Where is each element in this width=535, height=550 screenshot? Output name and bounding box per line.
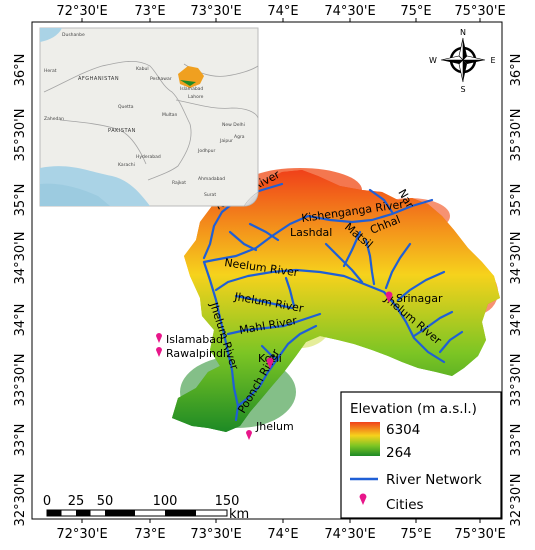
label-rawalpindi: Rawalpindi — [166, 347, 226, 360]
river-kunhar — [202, 182, 284, 260]
marker-islamabad — [156, 333, 162, 343]
bottom-label: 73°E — [134, 527, 165, 542]
inset-city: Ahmadabad — [198, 176, 225, 182]
inset-city: Surat — [204, 192, 216, 198]
bottom-axis-labels: 72°30'E 73°E 73°30'E 74°E 74°30'E 75°E 7… — [56, 527, 505, 542]
bottom-label: 75°30'E — [454, 527, 505, 542]
compass-n: N — [460, 28, 466, 37]
bottom-label: 74°E — [267, 527, 298, 542]
compass-w: W — [429, 56, 437, 65]
inset-city: Multan — [162, 112, 178, 118]
river-mahl — [226, 312, 322, 336]
right-label: 32°30'N — [509, 474, 524, 527]
legend-elevation-ramp — [350, 422, 380, 456]
river-poonch — [236, 324, 318, 408]
legend-cities-label: Cities — [386, 497, 424, 513]
left-label: 35°30'N — [13, 109, 28, 162]
legend-river-label: River Network — [386, 472, 482, 488]
compass-rose: N S E W — [429, 28, 495, 94]
legend-city-symbol — [359, 493, 367, 505]
left-label: 33°30'N — [13, 354, 28, 407]
label-jhelum: Jhelum — [255, 420, 294, 433]
inset-city: Karachi — [118, 162, 135, 168]
top-label: 73°E — [134, 4, 165, 19]
scale-tick: 50 — [97, 494, 114, 509]
right-axis-labels: 36°N 35°30'N 35°N 34°30'N 34°N 33°30'N 3… — [509, 54, 524, 527]
label-islamabad: Islamabad — [166, 333, 223, 346]
inset-map: AFGHANISTAN PAKISTAN Kabul Peshawar Laho… — [39, 27, 259, 207]
inset-country: PAKISTAN — [108, 128, 136, 134]
city-labels: Islamabad Rawalpindi Jhelum — [166, 333, 294, 433]
inset-city: Zahedan — [44, 116, 64, 122]
scale-bar: 0 25 50 100 150 km — [43, 494, 249, 522]
left-label: 34°N — [13, 304, 28, 337]
river-kishenganga — [202, 198, 434, 264]
bottom-label: 74°30'E — [324, 527, 375, 542]
inset-page-curl — [243, 191, 259, 207]
scale-tick: 100 — [153, 494, 178, 509]
scale-unit: km — [229, 507, 249, 522]
label-srinagar: Srinagar — [396, 292, 443, 305]
bottom-label: 72°30'E — [56, 527, 107, 542]
legend-elev-max: 6304 — [386, 422, 420, 438]
bottom-label: 73°30'E — [190, 527, 241, 542]
bottom-label: 75°E — [400, 527, 431, 542]
right-label: 35°30'N — [509, 109, 524, 162]
top-label: 74°30'E — [324, 4, 375, 19]
scale-tick: 0 — [43, 494, 51, 509]
inset-city: New Delhi — [222, 122, 245, 128]
inset-city: Rajkot — [172, 180, 186, 186]
frame-ticks — [81, 18, 481, 523]
inset-city: Islamabad — [180, 86, 203, 92]
scale-tick: 25 — [68, 494, 85, 509]
river-network — [202, 182, 464, 422]
catchment-elevation — [172, 168, 500, 432]
legend: Elevation (m a.s.l.) 6304 264 River Netw… — [340, 391, 502, 519]
city-markers — [156, 291, 393, 440]
legend-title: Elevation (m a.s.l.) — [350, 401, 477, 417]
left-label: 36°N — [13, 54, 28, 87]
top-label: 73°30'E — [190, 4, 241, 19]
label-lashdal: Lashdal — [290, 226, 332, 239]
marker-srinagar — [385, 291, 393, 303]
left-axis-labels: 36°N 35°30'N 35°N 34°30'N 34°N 33°30'N 3… — [13, 54, 28, 527]
top-label: 75°E — [400, 4, 431, 19]
right-label: 34°30'N — [509, 232, 524, 285]
right-label: 36°N — [509, 54, 524, 87]
left-label: 32°30'N — [13, 474, 28, 527]
inset-city: Peshawar — [150, 76, 172, 82]
right-label: 34°N — [509, 304, 524, 337]
river-jhelum-kashmir — [214, 268, 446, 364]
river-jhelum-upper — [202, 260, 240, 422]
marker-kotli — [266, 357, 274, 369]
inset-city: Herat — [44, 68, 57, 74]
left-label: 35°N — [13, 184, 28, 217]
compass-e: E — [490, 56, 495, 65]
inset-city: Agra — [234, 134, 245, 140]
inset-city: Lahore — [188, 94, 204, 100]
marker-jhelum — [246, 430, 252, 440]
inset-city: Quetta — [118, 104, 134, 110]
inset-city: Kabul — [136, 66, 149, 72]
left-label: 33°N — [13, 424, 28, 457]
inset-city: Jodhpur — [197, 148, 215, 154]
compass-s: S — [460, 85, 465, 94]
right-label: 35°N — [509, 184, 524, 217]
inset-city: Jaipur — [219, 138, 233, 144]
top-axis-labels: 72°30'E 73°E 73°30'E 74°E 74°30'E 75°E 7… — [56, 4, 505, 19]
top-label: 75°30'E — [454, 4, 505, 19]
right-label: 33°30'N — [509, 354, 524, 407]
top-label: 72°30'E — [56, 4, 107, 19]
right-label: 33°N — [509, 424, 524, 457]
marker-rawalpindi — [156, 347, 162, 357]
top-label: 74°E — [267, 4, 298, 19]
inset-city: Dushanbe — [62, 32, 85, 38]
inset-city: Hyderabad — [136, 154, 161, 160]
inset-country: AFGHANISTAN — [78, 76, 119, 82]
legend-elev-min: 264 — [386, 445, 412, 461]
scale-tick: 150 — [215, 494, 240, 509]
left-label: 34°30'N — [13, 232, 28, 285]
